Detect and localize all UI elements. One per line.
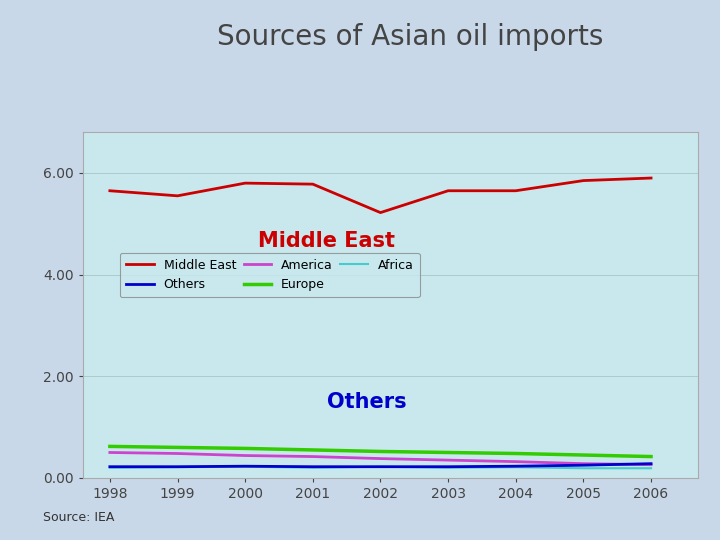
Text: Others: Others	[327, 392, 407, 412]
Text: Middle East: Middle East	[258, 231, 395, 251]
Text: Sources of Asian oil imports: Sources of Asian oil imports	[217, 23, 603, 51]
Legend: Middle East, Others, America, Europe, Africa: Middle East, Others, America, Europe, Af…	[120, 253, 420, 298]
Text: Source: IEA: Source: IEA	[43, 511, 114, 524]
